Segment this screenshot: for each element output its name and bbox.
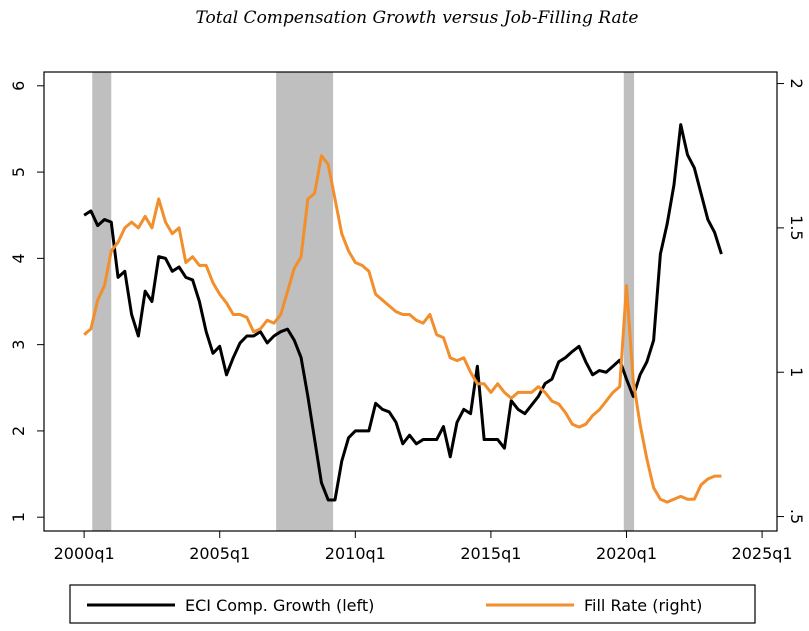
y2-tick-label: 1 [787, 367, 806, 377]
plot-frame [43, 71, 778, 532]
legend-box [69, 584, 756, 624]
y2-tick-label: 1.5 [787, 215, 806, 240]
y2-tick-label: .5 [787, 509, 806, 524]
y-tick-label: 5 [9, 167, 28, 177]
series-line [83, 123, 723, 502]
legend-label: Fill Rate (right) [584, 596, 702, 615]
series-line [83, 154, 722, 504]
y-tick-label: 3 [9, 340, 28, 350]
x-tick-label: 2010q1 [325, 544, 386, 563]
x-tick-label: 2005q1 [189, 544, 250, 563]
legend-label: ECI Comp. Growth (left) [185, 596, 374, 615]
y-tick-label: 2 [9, 426, 28, 436]
x-tick-label: 2015q1 [460, 544, 521, 563]
y-tick-label: 4 [9, 253, 28, 263]
x-tick-label: 2000q1 [54, 544, 115, 563]
x-tick-label: 2025q1 [732, 544, 793, 563]
y-tick-label: 6 [9, 81, 28, 91]
shaded-region [92, 72, 112, 531]
y-tick-label: 1 [9, 512, 28, 522]
chart-title: Total Compensation Growth versus Job-Fil… [196, 8, 639, 28]
y2-tick-label: 2 [787, 78, 806, 88]
x-tick-label: 2020q1 [596, 544, 657, 563]
